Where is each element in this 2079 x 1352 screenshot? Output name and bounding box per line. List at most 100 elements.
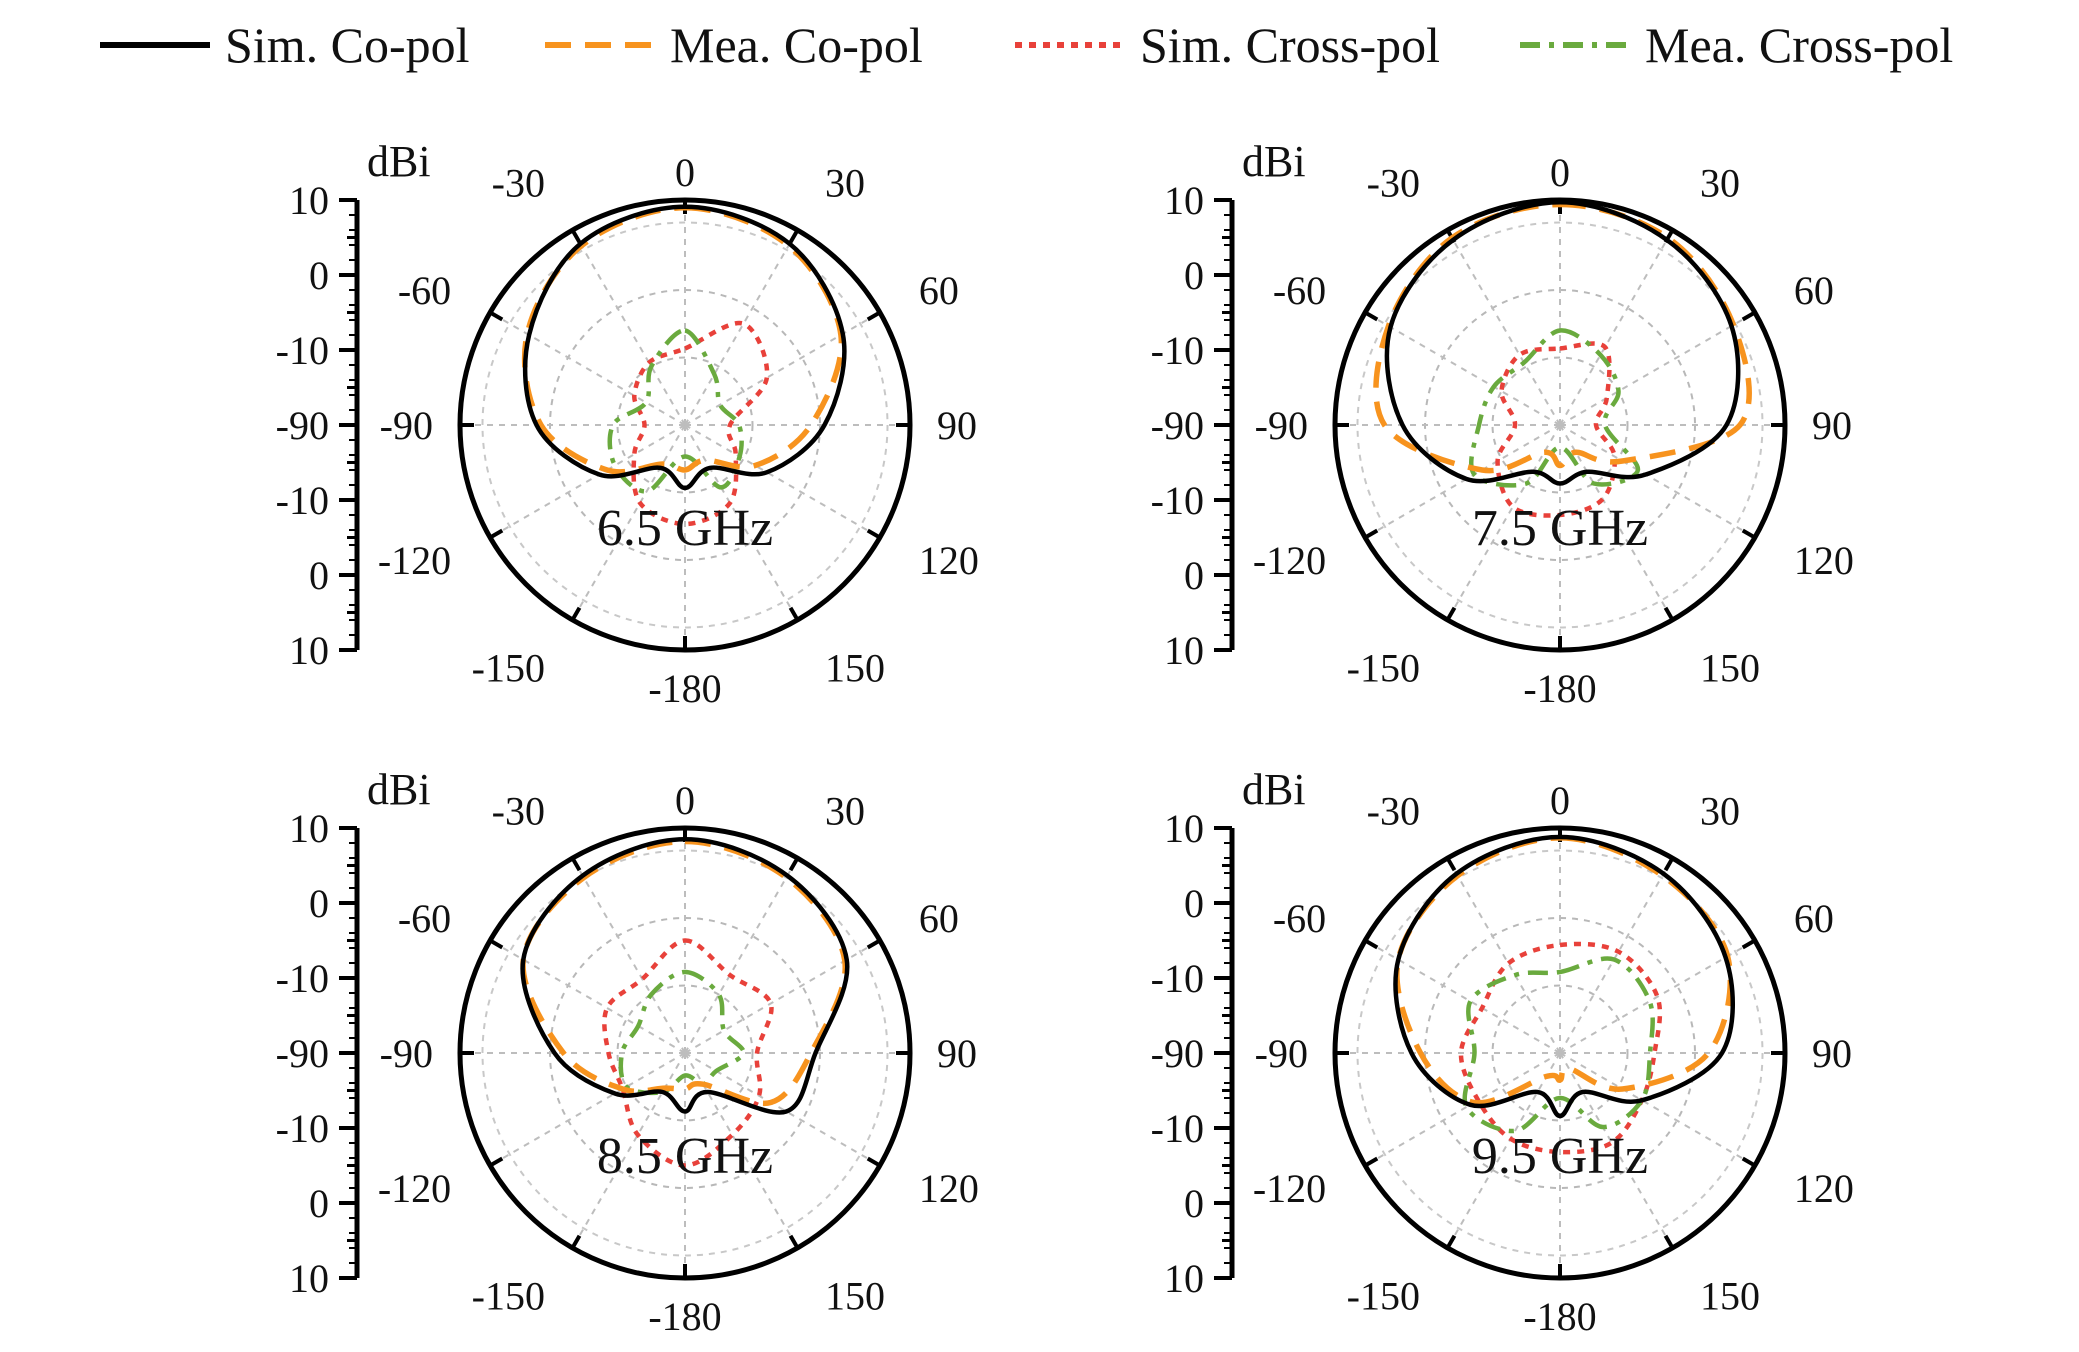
angle-tick	[866, 528, 881, 540]
radial-tick-label: 0	[309, 881, 329, 926]
radial-tick-label: 10	[1164, 806, 1204, 851]
angle-label: -90	[1255, 403, 1308, 448]
angle-tick	[1741, 938, 1756, 950]
angle-tick	[788, 606, 800, 621]
panel-frequency-label: 6.5 GHz	[597, 500, 773, 557]
angle-label: -150	[1347, 645, 1420, 690]
grid-spoke	[1446, 424, 1561, 621]
radial-tick-label: 0	[1184, 1181, 1204, 1226]
polar-panel-4: 0 30 60 90 120 150 -180 -150 -120 -90 -60 -30 10 0 -10…	[1151, 765, 1854, 1339]
radial-tick-label: 10	[289, 628, 329, 673]
grid-spoke	[1559, 1052, 1674, 1249]
polar-panel-3: 0 30 60 90 120 150 -180 -150 -120 -90 -60 -30 10 0 -10…	[276, 765, 979, 1339]
grid-spoke	[1559, 229, 1674, 426]
angle-tick	[1663, 1234, 1675, 1249]
angle-tick	[489, 938, 504, 950]
panel-frequency-label: 9.5 GHz	[1472, 1128, 1648, 1185]
angle-label: -180	[648, 1294, 721, 1339]
grid-spoke	[684, 424, 881, 539]
grid-spoke	[1559, 1052, 1756, 1167]
radial-tick-label: -90	[276, 1031, 329, 1076]
grid-spoke	[1559, 424, 1674, 621]
legend-item-sim_co: Sim. Co-pol	[100, 17, 469, 73]
angle-label: -90	[1255, 1031, 1308, 1076]
radial-tick-label: -90	[1151, 403, 1204, 448]
series-mea_cross-curve	[1469, 328, 1641, 488]
angle-label: -60	[398, 268, 451, 313]
angle-label: -30	[1367, 161, 1420, 206]
grid-ring	[1356, 221, 1764, 629]
angle-tick	[866, 310, 881, 322]
radial-tick-label: -10	[276, 328, 329, 373]
angle-label: 120	[919, 538, 979, 583]
angle-tick	[1663, 606, 1675, 621]
series-sim_cross-curve	[602, 938, 774, 1168]
grid-ring	[616, 984, 754, 1122]
grid-ring	[481, 849, 889, 1257]
grid-spoke	[571, 424, 686, 621]
grid-spoke	[489, 1052, 686, 1167]
angle-label: -150	[472, 1273, 545, 1318]
grid-spoke	[684, 311, 881, 426]
angle-label: -60	[1273, 268, 1326, 313]
angle-tick	[788, 1234, 800, 1249]
polar-panel-2: 0 30 60 90 120 150 -180 -150 -120 -90 -60 -30 10 0 -10…	[1151, 137, 1854, 711]
legend-label: Mea. Cross-pol	[1645, 17, 1953, 73]
angle-label: 120	[919, 1166, 979, 1211]
angle-tick	[570, 229, 582, 244]
grid-spoke	[489, 311, 686, 426]
angle-label: 0	[675, 150, 695, 195]
angle-label: 0	[1550, 778, 1570, 823]
legend-label: Mea. Co-pol	[670, 17, 923, 73]
series-sim_co-curve	[1384, 200, 1741, 486]
radial-tick-label: 0	[1184, 553, 1204, 598]
grid-ring	[1491, 356, 1629, 494]
angle-label: -60	[1273, 896, 1326, 941]
radial-tick-label: -90	[1151, 1031, 1204, 1076]
angle-label: 150	[1700, 1273, 1760, 1318]
radial-tick-label: 10	[1164, 178, 1204, 223]
angle-tick	[1445, 606, 1457, 621]
angle-tick	[788, 229, 800, 244]
angle-tick	[1364, 938, 1379, 950]
radial-tick-label: -10	[1151, 1106, 1204, 1151]
grid-ring	[616, 356, 754, 494]
grid-spoke	[1364, 939, 1561, 1054]
panel-frequency-label: 7.5 GHz	[1472, 500, 1648, 557]
angle-label: -120	[1253, 538, 1326, 583]
angle-tick	[1445, 857, 1457, 872]
radial-unit-label: dBi	[367, 765, 431, 814]
grid-spoke	[1364, 1052, 1561, 1167]
legend: Sim. Co-pol Mea. Co-pol Sim. Cross-pol Mea.…	[100, 17, 1953, 73]
angle-tick	[570, 606, 582, 621]
series-mea_cross-curve	[607, 328, 744, 494]
series-sim_co-curve	[522, 204, 847, 491]
radial-tick-label: -10	[1151, 956, 1204, 1001]
radial-tick-label: -10	[276, 956, 329, 1001]
angle-label: 0	[675, 778, 695, 823]
angle-tick	[1741, 528, 1756, 540]
grid-spoke	[684, 857, 799, 1054]
legend-item-mea_co: Mea. Co-pol	[545, 17, 923, 73]
angle-label: 120	[1794, 538, 1854, 583]
angle-label: 60	[919, 268, 959, 313]
angle-label: 120	[1794, 1166, 1854, 1211]
radial-tick-label: 10	[289, 1256, 329, 1301]
angle-tick	[1445, 1234, 1457, 1249]
grid-spoke	[684, 939, 881, 1054]
angle-label: 150	[1700, 645, 1760, 690]
angle-tick	[1741, 310, 1756, 322]
angle-tick	[1364, 1156, 1379, 1168]
series-sim_cross-curve	[1495, 341, 1618, 518]
angle-tick	[866, 1156, 881, 1168]
angle-label: 60	[1794, 268, 1834, 313]
radial-tick-label: 0	[1184, 253, 1204, 298]
grid-spoke	[684, 424, 799, 621]
angle-label: -60	[398, 896, 451, 941]
angle-label: -30	[492, 161, 545, 206]
grid-spoke	[489, 424, 686, 539]
grid-spoke	[1559, 424, 1756, 539]
radial-tick-label: 10	[289, 806, 329, 851]
angle-tick	[570, 857, 582, 872]
